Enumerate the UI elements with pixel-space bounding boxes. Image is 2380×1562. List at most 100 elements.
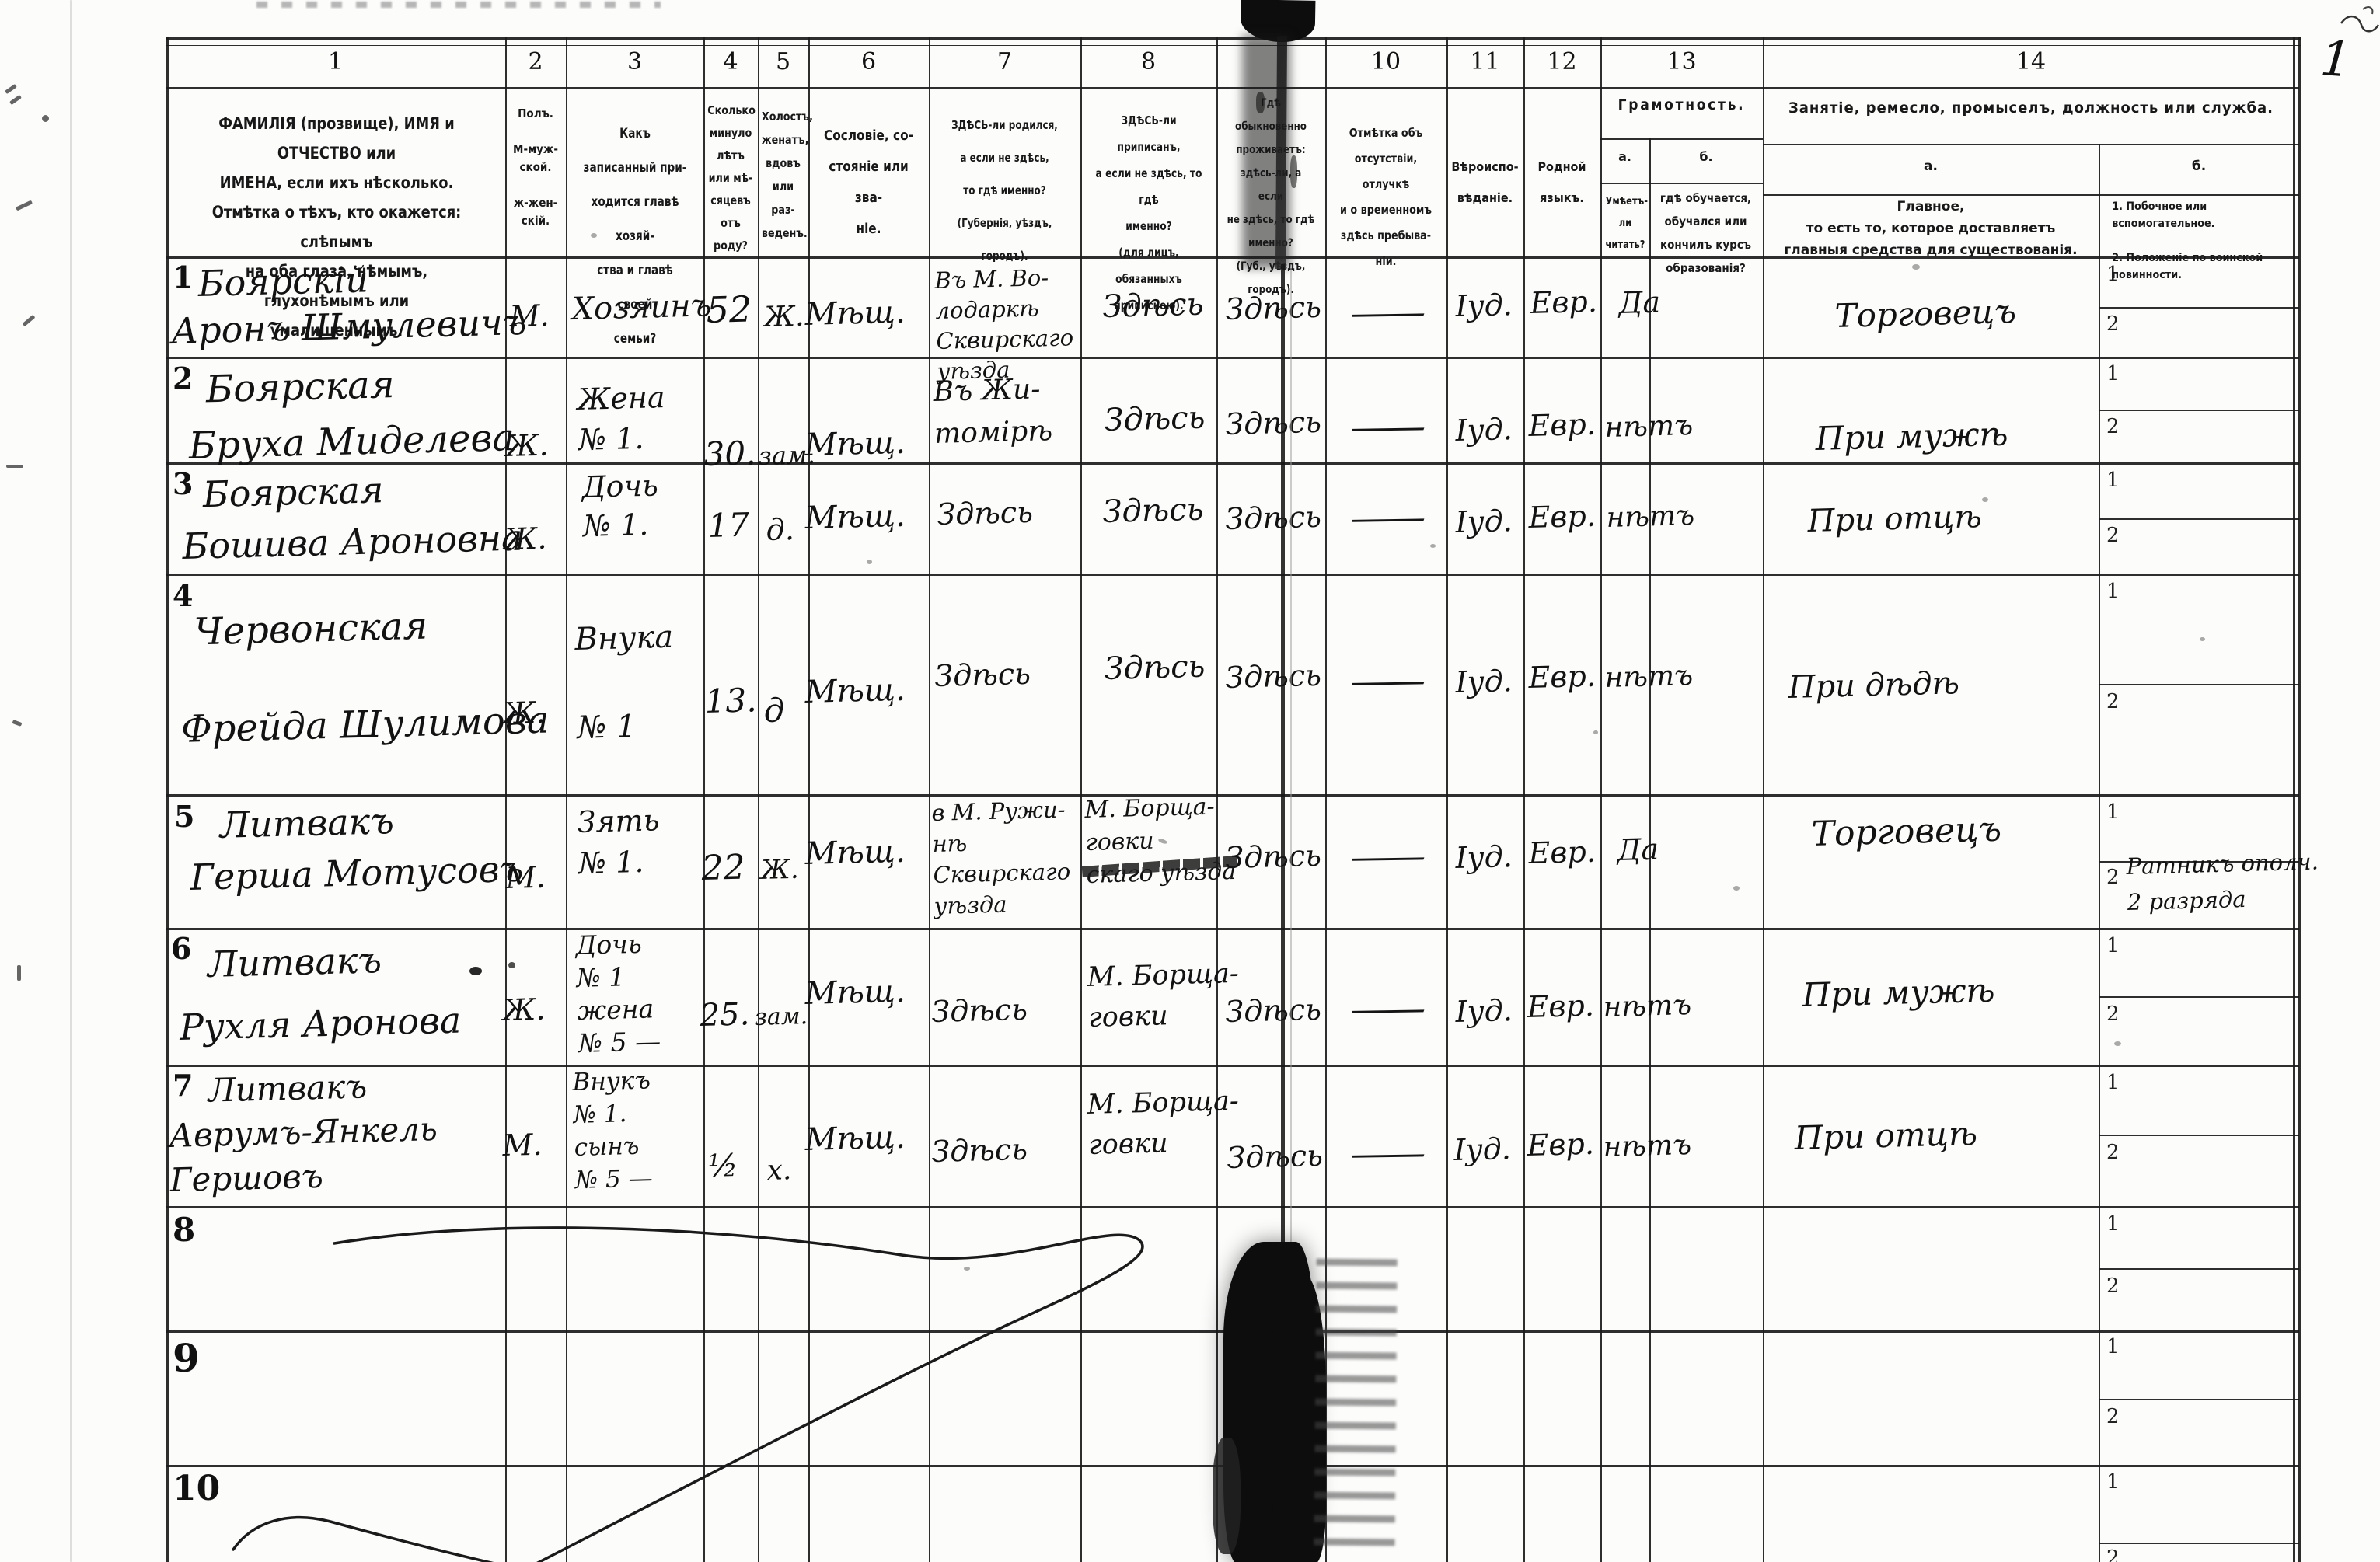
subcell-2: 2 bbox=[2106, 524, 2120, 547]
grid-line-v bbox=[1600, 37, 1602, 1562]
col-number-10: 10 bbox=[1370, 48, 1401, 75]
paper-speck bbox=[2114, 1041, 2121, 1046]
row-number: 7 bbox=[173, 1068, 194, 1103]
binding-mid-line bbox=[1281, 264, 1285, 1245]
grid-line-v bbox=[808, 37, 810, 1562]
binding-bottom-blob bbox=[1213, 1438, 1241, 1554]
subcell-2: 2 bbox=[2106, 1002, 2120, 1026]
paper-speck bbox=[1593, 730, 1598, 734]
grid-line-h bbox=[166, 45, 2301, 46]
subcell-1: 1 bbox=[2106, 1335, 2120, 1358]
col14-sub-a-text: Главное, то есть то, которое доставляетъ… bbox=[1784, 199, 2078, 258]
subrow-line bbox=[2099, 410, 2299, 411]
row-line bbox=[166, 1065, 2299, 1067]
col11-header: Вѣроиспо- вѣданіе. bbox=[1451, 159, 1519, 205]
grid-line-v bbox=[166, 37, 169, 1562]
grid-line-h bbox=[1600, 138, 1763, 140]
subcell-1: 1 bbox=[2106, 362, 2120, 385]
subcell-1: 1 bbox=[2106, 800, 2120, 824]
col14-sub-b-label: б. bbox=[2191, 159, 2207, 174]
binding-header-shadow bbox=[1242, 35, 1290, 268]
ink-blot bbox=[469, 967, 482, 975]
row-line bbox=[166, 357, 2299, 359]
col13-sub-a-text: Умѣетъ- ли читать? bbox=[1605, 195, 1648, 251]
grid-line-v bbox=[2298, 37, 2301, 1562]
paper-speck bbox=[591, 233, 597, 238]
row-number: 3 bbox=[173, 466, 194, 501]
paper-speck bbox=[1982, 497, 1988, 502]
paper-speck bbox=[964, 1267, 970, 1271]
col10-header: Отмѣтка объ отсутствіи, отлучкѣ и о врем… bbox=[1340, 126, 1432, 268]
col13-sub-b-text: гдѣ обучается, обучался или кончилъ курс… bbox=[1659, 191, 1752, 275]
subcell-2: 2 bbox=[2106, 690, 2120, 713]
subcell-1: 1 bbox=[2106, 1071, 2120, 1094]
subcell-1: 1 bbox=[2106, 580, 2120, 603]
grid-line-h bbox=[1600, 183, 1763, 184]
col8-header: ЗДѢСЬ-ли приписанъ, а если не здѣсь, то … bbox=[1095, 113, 1202, 312]
col-number-6: 6 bbox=[860, 48, 877, 75]
paper-speck bbox=[867, 560, 872, 564]
grid-line-v bbox=[1216, 37, 1218, 1562]
subrow-line bbox=[2099, 518, 2299, 520]
col-number-1: 1 bbox=[327, 48, 344, 75]
margin-mark bbox=[42, 115, 49, 122]
subcell-1: 1 bbox=[2106, 934, 2120, 957]
subcell-2: 2 bbox=[2106, 1405, 2120, 1428]
grid-line-h bbox=[1763, 144, 2299, 145]
subcell-1: 1 bbox=[2106, 1212, 2120, 1236]
row-line bbox=[166, 574, 2299, 576]
col-number-5: 5 bbox=[775, 48, 791, 75]
grid-line-h bbox=[166, 87, 2299, 89]
subcell-2: 2 bbox=[2106, 866, 2120, 889]
subcell-1: 1 bbox=[2106, 263, 2120, 286]
col4-header: Сколько минуло лѣтъ или мѣ- сяцевъ отъ р… bbox=[707, 103, 756, 253]
row-number: 9 bbox=[173, 1335, 200, 1381]
col7-header: ЗДѢСЬ-ли родился, а если не здѣсь, то гд… bbox=[951, 118, 1058, 263]
grid-line-h bbox=[1763, 194, 2299, 196]
col14-sub-a-label: а. bbox=[1924, 159, 1938, 174]
col-number-14: 14 bbox=[2015, 48, 2047, 75]
row-number: 1 bbox=[173, 260, 194, 295]
binding-smudge bbox=[1290, 155, 1297, 188]
row-number: 8 bbox=[173, 1211, 196, 1249]
paper-speck bbox=[1928, 1135, 1933, 1138]
col3-header: Какъ записанный при- ходится главѣ хозяй… bbox=[583, 126, 687, 347]
grid-line-v bbox=[703, 37, 705, 1562]
paper-speck bbox=[2200, 637, 2205, 641]
col5-header: Холостъ, женатъ, вдовъ или раз- веденъ. bbox=[761, 110, 813, 240]
subrow-line bbox=[2099, 1399, 2299, 1400]
col-number-8: 8 bbox=[1140, 48, 1157, 75]
col-number-13: 13 bbox=[1666, 48, 1697, 75]
paper-speck bbox=[1912, 264, 1920, 270]
col-number-2: 2 bbox=[528, 48, 543, 75]
grid-line-v bbox=[1523, 37, 1525, 1562]
col13-header: Грамотность. bbox=[1617, 96, 1746, 113]
grid-line-v bbox=[929, 37, 930, 1562]
grid-line-v bbox=[2099, 144, 2100, 1562]
subcell-2: 2 bbox=[2106, 1141, 2120, 1164]
grid-line-h bbox=[166, 256, 2299, 259]
col6-header: Сословіе, со- стояніе или зва- ніе. bbox=[824, 127, 913, 237]
top-edge-smudge bbox=[256, 2, 661, 8]
grid-line-v bbox=[566, 37, 567, 1562]
row-number: 2 bbox=[173, 361, 194, 396]
page-edge-line bbox=[70, 0, 72, 1562]
col13-sub-b-label: б. bbox=[1699, 149, 1713, 164]
grid-line-v bbox=[505, 37, 507, 1562]
row-line bbox=[166, 1206, 2299, 1208]
subrow-line bbox=[2099, 1543, 2299, 1544]
col14-sub-b-text: 1. Побочное или вспомогательное. 2. Поло… bbox=[2112, 200, 2263, 281]
subrow-line bbox=[2099, 861, 2299, 863]
col-number-7: 7 bbox=[996, 48, 1013, 75]
row-number: 5 bbox=[174, 799, 195, 834]
row-number: 4 bbox=[173, 578, 194, 613]
subrow-line bbox=[2099, 684, 2299, 685]
col-number-12: 12 bbox=[1547, 48, 1577, 75]
binding-mid-ghost bbox=[1290, 264, 1292, 1245]
row-line bbox=[166, 928, 2299, 930]
margin-mark bbox=[6, 465, 23, 468]
margin-mark bbox=[17, 965, 21, 981]
grid-line-v bbox=[1446, 37, 1448, 1562]
